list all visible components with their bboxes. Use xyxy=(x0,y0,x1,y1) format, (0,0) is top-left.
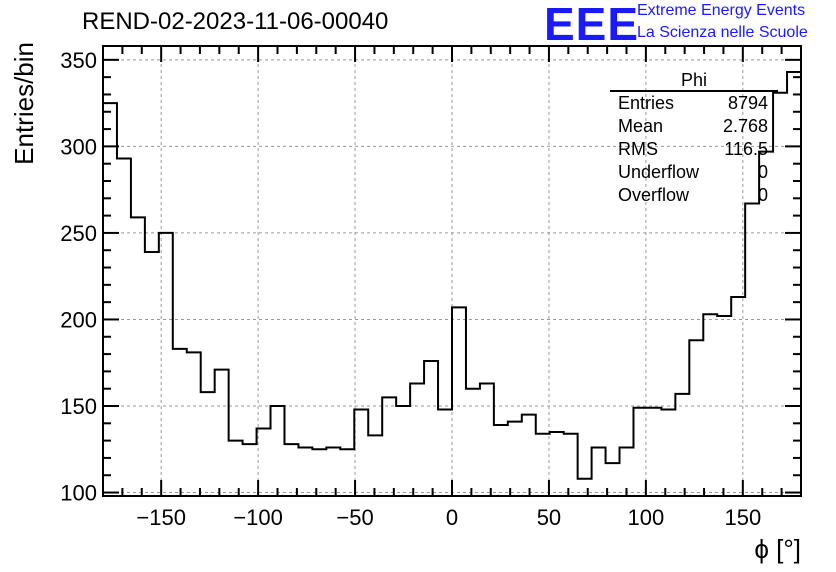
y-tick-label: 350 xyxy=(60,48,97,73)
stats-key: RMS xyxy=(618,139,658,159)
logo-caption-line1: Extreme Energy Events xyxy=(637,2,806,19)
stats-row-mean: Mean 2.768 xyxy=(610,115,778,138)
y-axis-title: Entries/bin xyxy=(9,42,39,165)
stats-key: Mean xyxy=(618,116,664,136)
stats-row-underflow: Underflow 0 xyxy=(610,161,778,184)
histogram-outline xyxy=(102,70,802,496)
y-tick-label: 250 xyxy=(60,221,97,246)
y-tick-label: 200 xyxy=(60,307,97,332)
stats-value: 0 xyxy=(757,185,768,205)
stats-value: 2.768 xyxy=(722,116,768,136)
x-tick-label: 150 xyxy=(724,505,761,530)
stats-value: 8794 xyxy=(727,93,768,113)
stats-title: Phi xyxy=(610,70,778,92)
y-tick-label: 100 xyxy=(60,481,97,506)
histogram-title: REND-02-2023-11-06-00040 xyxy=(82,8,389,35)
stats-box: Phi Entries 8794 Mean 2.768 RMS 116.5 Un… xyxy=(610,70,778,207)
stats-row-entries: Entries 8794 xyxy=(610,92,778,115)
stats-row-overflow: Overflow 0 xyxy=(610,184,778,207)
eee-logo: EEE xyxy=(544,0,640,50)
y-tick-label: 300 xyxy=(60,134,97,159)
x-tick-label: 100 xyxy=(628,505,665,530)
stats-value: 116.5 xyxy=(724,139,768,159)
stats-value: 0 xyxy=(757,162,768,182)
stats-key: Overflow xyxy=(618,185,690,205)
plot-frame xyxy=(102,45,802,497)
x-tick-label: −150 xyxy=(136,505,186,530)
x-tick-label: 0 xyxy=(446,505,458,530)
x-tick-label: 50 xyxy=(537,505,561,530)
y-tick-label: 150 xyxy=(60,394,97,419)
y-tick-labels: 100 150 200 250 300 350 xyxy=(60,48,97,506)
logo-caption-line2: La Scienza nelle Scuole xyxy=(637,24,808,41)
x-tick-label: −50 xyxy=(336,505,373,530)
x-axis-title: ϕ [°] xyxy=(754,534,801,564)
stats-key: Entries xyxy=(618,93,675,113)
x-tick-labels: −150 −100 −50 0 50 100 150 xyxy=(136,505,761,530)
x-tick-label: −100 xyxy=(233,505,283,530)
stats-row-rms: RMS 116.5 xyxy=(610,138,778,161)
stats-key: Underflow xyxy=(618,162,700,182)
